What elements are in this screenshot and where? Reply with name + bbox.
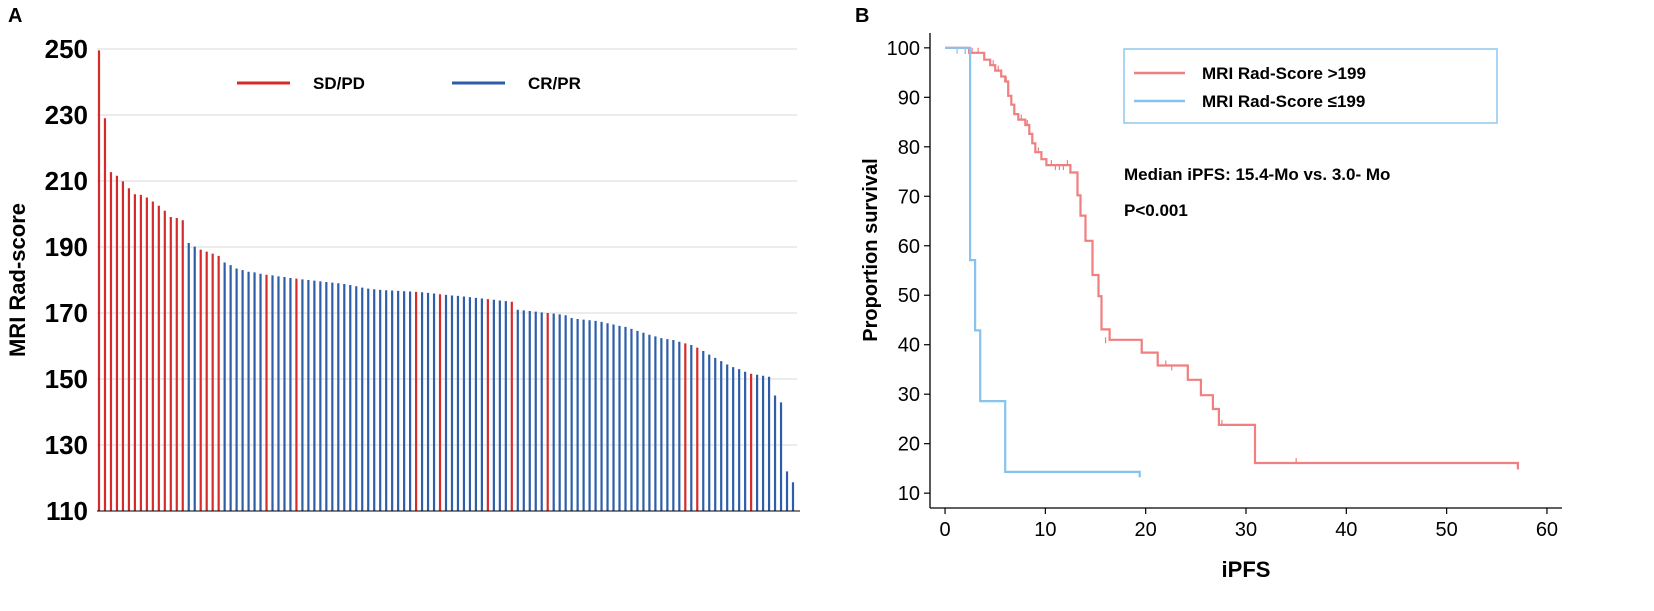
y-tick-label: 50	[898, 285, 920, 307]
y-tick-label: 190	[45, 232, 88, 262]
y-tick-label: 20	[898, 434, 920, 456]
y-tick-label: 60	[898, 236, 920, 258]
x-tick-label: 50	[1436, 519, 1458, 541]
y-tick-label: 230	[45, 100, 88, 130]
x-tick-label: 60	[1536, 519, 1558, 541]
y-tick-label: 40	[898, 335, 920, 357]
y-tick-label: 250	[45, 34, 88, 64]
panel-a-y-ticks: 110 130 150 170 190 210 230 250	[45, 34, 88, 526]
panel-b-label: B	[855, 5, 869, 27]
x-tick-label: 30	[1235, 519, 1257, 541]
panel-b-curves	[945, 46, 1519, 478]
panel-a-label: A	[8, 5, 22, 27]
x-tick-label: 0	[939, 519, 950, 541]
x-tick-label: 40	[1335, 519, 1357, 541]
p-value-annotation: P<0.001	[1124, 201, 1188, 220]
x-tick-label: 20	[1135, 519, 1157, 541]
legend-label-low: MRI Rad-Score ≤199	[1202, 92, 1365, 111]
median-ipfs-annotation: Median iPFS: 15.4-Mo vs. 3.0- Mo	[1124, 165, 1390, 184]
legend-label-sdpd: SD/PD	[313, 74, 365, 93]
x-tick-label: 10	[1034, 519, 1056, 541]
y-tick-label: 110	[46, 496, 88, 526]
panel-b-y-axis-title: Proportion survival	[860, 158, 882, 341]
y-tick-label: 130	[45, 430, 88, 460]
legend-label-high: MRI Rad-Score >199	[1202, 64, 1366, 83]
km-curve-high	[945, 46, 1519, 470]
panel-b-legend-box	[1123, 48, 1498, 124]
y-tick-label: 100	[887, 38, 920, 60]
y-tick-label: 90	[898, 87, 920, 109]
panel-a-bars	[97, 50, 795, 511]
y-tick-label: 70	[898, 186, 920, 208]
y-tick-label: 10	[898, 483, 920, 505]
panel-b-x-axis-title: iPFS	[1222, 557, 1271, 582]
y-tick-label: 170	[45, 298, 88, 328]
legend-label-crpr: CR/PR	[528, 74, 581, 93]
panel-a-y-axis-title: MRI Rad-score	[5, 203, 30, 357]
km-curve-low	[945, 46, 1141, 478]
y-tick-label: 30	[898, 384, 920, 406]
panel-b-ticks: 10 20 30 40 50 60 70 80 90 100 0 10 20 30 40 50 60	[887, 38, 1558, 541]
y-tick-label: 150	[45, 364, 88, 394]
y-tick-label: 80	[898, 137, 920, 159]
y-tick-label: 210	[45, 166, 88, 196]
